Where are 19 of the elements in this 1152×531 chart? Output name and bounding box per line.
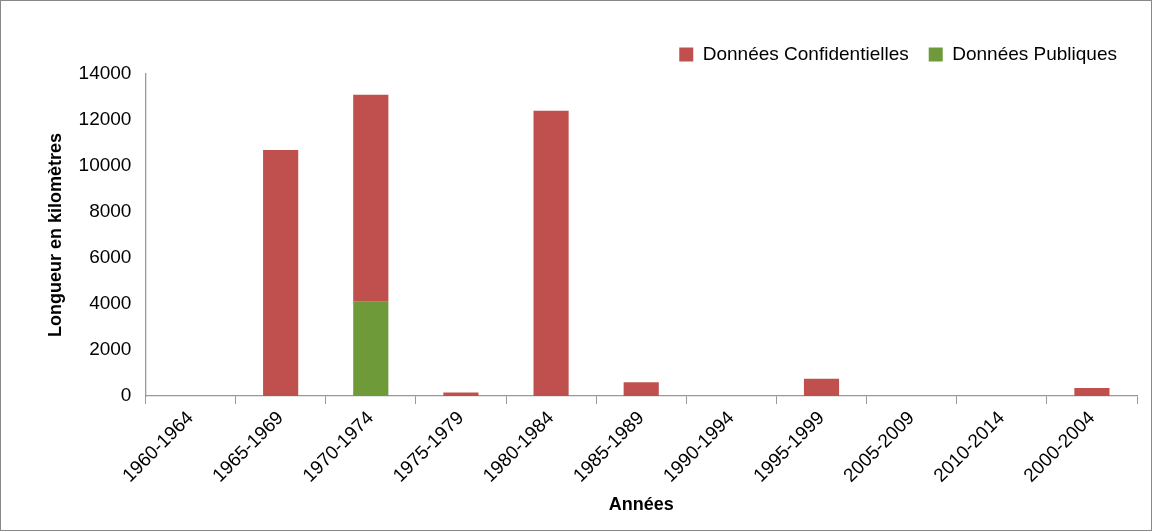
y-tick-label: 14000 [78,62,132,84]
y-tick-label: 2000 [89,338,132,360]
bar [353,94,389,302]
y-axis-title: Longueur en kilomètres [44,132,65,338]
legend-label: Données Confidentielles [702,42,909,64]
bar [1074,387,1110,397]
y-tick-label: 0 [120,384,132,406]
y-tick-label: 8000 [89,200,132,222]
bar [803,378,840,397]
bar [533,110,569,397]
x-axis-title: Années [608,494,674,515]
y-tick-label: 12000 [78,108,132,130]
bar [623,382,659,397]
bar [353,301,389,397]
y-tick-label: 4000 [89,292,132,314]
bar [263,149,299,397]
y-tick-label: 10000 [78,154,132,176]
y-tick-label: 6000 [89,246,132,268]
legend-label: Données Publiques [952,42,1118,64]
